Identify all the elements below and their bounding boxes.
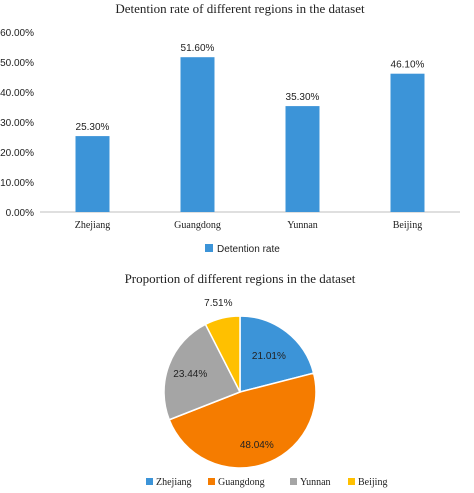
pie-data-label: 21.01% — [252, 351, 286, 362]
bar — [285, 106, 320, 212]
pie-data-label: 48.04% — [240, 440, 274, 451]
y-tick-label: 30.00% — [0, 118, 34, 129]
y-tick-label: 50.00% — [0, 58, 34, 69]
x-tick-label: Beijing — [393, 220, 422, 231]
y-tick-label: 10.00% — [0, 178, 34, 189]
pie-legend-swatch — [290, 478, 297, 485]
bar-data-label: 51.60% — [181, 43, 215, 54]
pie-legend-swatch — [348, 478, 355, 485]
bar-legend-swatch — [205, 244, 213, 252]
pie-slice — [204, 315, 241, 393]
x-tick-label: Zhejiang — [75, 220, 111, 231]
bar-data-label: 35.30% — [286, 92, 320, 103]
pie-slices: 21.01% 48.04% 23.44% 7.51% — [163, 298, 317, 469]
pie-data-label: 7.51% — [204, 298, 232, 309]
bar-legend: Detention rate — [205, 244, 280, 255]
bar-y-axis: 0.00% 10.00% 20.00% 30.00% 40.00% 50.00% 60.00… — [0, 28, 34, 219]
pie-legend: Zhejiang Guangdong Yunnan Beijing — [146, 477, 387, 488]
y-tick-label: 40.00% — [0, 88, 34, 99]
pie-slice — [168, 372, 317, 469]
bar-data-label: 25.30% — [76, 122, 110, 133]
bar-data-label: 46.10% — [391, 60, 425, 71]
y-tick-label: 0.00% — [6, 208, 34, 219]
pie-legend-label: Guangdong — [218, 477, 265, 488]
pie-legend-swatch — [208, 478, 215, 485]
pie-legend-swatch — [146, 478, 153, 485]
pie-chart-title: Proportion of different regions in the d… — [125, 271, 356, 286]
bar-legend-label: Detention rate — [217, 244, 280, 255]
bar — [180, 57, 215, 213]
bar — [75, 136, 110, 212]
pie-chart: Proportion of different regions in the d… — [125, 271, 388, 488]
bar-chart-title: Detention rate of different regions in t… — [115, 1, 365, 16]
y-tick-label: 60.00% — [0, 28, 34, 39]
x-tick-label: Yunnan — [287, 220, 318, 231]
pie-legend-label: Yunnan — [300, 477, 331, 488]
pie-data-label: 23.44% — [173, 369, 207, 380]
pie-slice — [239, 315, 315, 393]
x-tick-label: Guangdong — [174, 220, 221, 231]
bar — [390, 73, 425, 212]
bar-series: 25.30% Zhejiang 51.60% Guangdong 35.30% Yunna… — [75, 43, 425, 231]
pie-legend-label: Zhejiang — [156, 477, 192, 488]
bar-chart: Detention rate of different regions in t… — [0, 1, 460, 255]
pie-legend-label: Beijing — [358, 477, 387, 488]
y-tick-label: 20.00% — [0, 148, 34, 159]
pie-slice — [163, 323, 242, 421]
